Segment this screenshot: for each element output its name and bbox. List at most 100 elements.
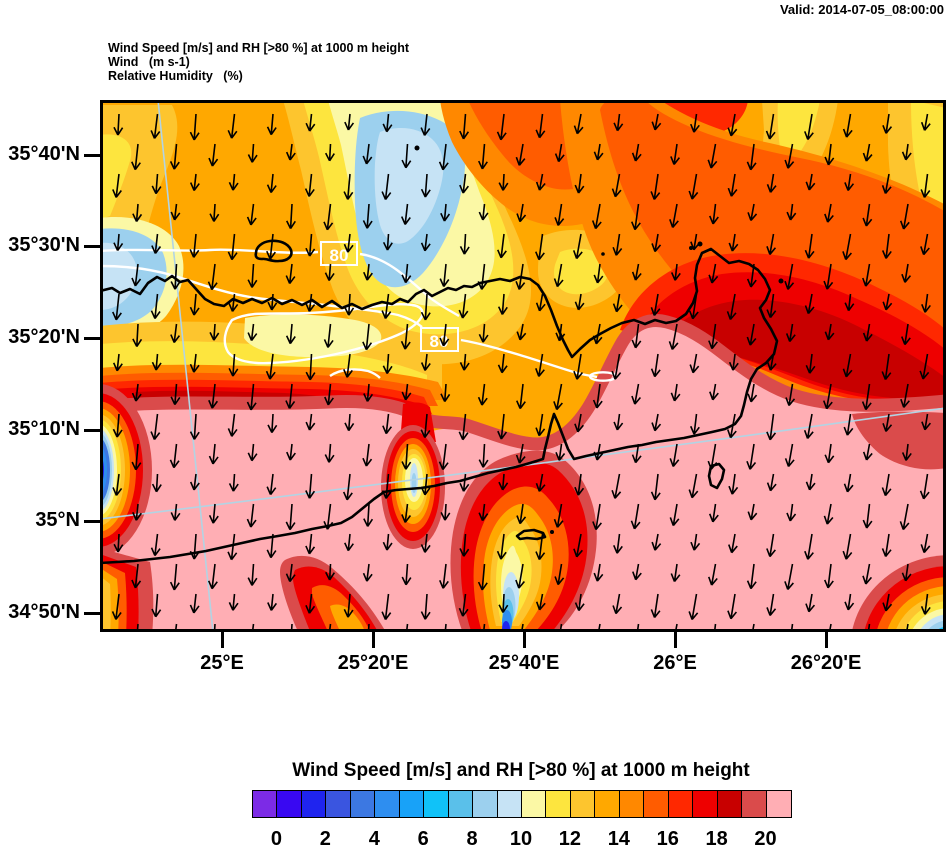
wind-arrow: [861, 383, 872, 411]
wind-arrow: [574, 473, 585, 496]
wind-arrow: [746, 563, 757, 590]
wind-arrow: [901, 143, 912, 161]
wind-arrow: [862, 503, 873, 529]
wind-arrow: [631, 383, 642, 405]
colorbar-cell: [618, 790, 645, 818]
wind-arrow: [363, 383, 374, 402]
wind-arrow: [169, 563, 180, 591]
colorbar-cell: [252, 790, 279, 818]
wind-arrow: [285, 563, 296, 583]
y-axis-tick-label: 35°N: [35, 509, 80, 531]
wind-arrow: [247, 623, 258, 632]
wind-arrow: [554, 563, 565, 586]
wind-arrow: [842, 233, 853, 261]
wind-arrow: [113, 113, 124, 136]
wind-arrow: [344, 533, 354, 552]
colorbar-cell: [692, 790, 719, 818]
wind-arrow: [459, 173, 470, 194]
colorbar-tick-label: 12: [558, 828, 582, 850]
wind-arrow: [323, 623, 334, 632]
wind-arrow: [766, 413, 777, 441]
wind-arrow: [497, 353, 508, 374]
map-title-line1: Wind Speed [m/s] and RH [>80 %] at 1000 …: [108, 41, 409, 55]
wind-arrow: [843, 413, 854, 436]
map-title-line3: Relative Humidity (%): [108, 69, 243, 83]
wind-arrow: [189, 293, 200, 316]
wind-arrow: [707, 143, 718, 169]
map-title-line2: Wind (m s-1): [108, 55, 190, 69]
wind-arrow: [266, 233, 276, 260]
wind-arrow: [516, 383, 526, 410]
wind-arrow: [208, 503, 219, 524]
wind-arrow: [170, 263, 181, 290]
y-axis-tick-mark: [84, 519, 100, 523]
wind-arrow: [630, 203, 641, 231]
wind-arrow: [438, 143, 449, 171]
wind-arrow: [611, 473, 622, 499]
wind-arrow: [344, 293, 355, 316]
wind-arrow: [246, 503, 257, 528]
wind-arrow: [593, 563, 604, 582]
wind-arrow: [651, 413, 662, 432]
wind-arrow: [823, 263, 834, 290]
wind-arrow: [747, 383, 758, 403]
wind-arrow: [247, 323, 258, 341]
wind-arrow: [400, 623, 411, 632]
wind-arrow: [824, 443, 835, 464]
wind-arrow: [440, 383, 451, 402]
colorbar-tick-label: 18: [705, 828, 728, 850]
wind-arrow: [305, 533, 316, 555]
wind-arrow: [881, 533, 892, 557]
wind-arrow: [708, 503, 719, 523]
wind-arrow: [535, 293, 546, 312]
wind-arrow: [784, 563, 794, 591]
wind-arrow: [632, 563, 642, 581]
wind-arrow: [343, 233, 354, 253]
colorbar-cell: [545, 790, 572, 818]
wind-arrow: [247, 443, 258, 462]
wind-arrow: [727, 113, 738, 137]
wind-arrow: [208, 443, 219, 465]
wind-arrow: [899, 503, 910, 531]
wind-arrow: [574, 173, 585, 194]
colorbar-cell: [521, 790, 548, 818]
wind-arrow: [132, 203, 143, 222]
wind-arrow: [650, 473, 661, 501]
wind-arrow: [593, 443, 604, 461]
rh-contour-label-boxes: 80 80: [320, 241, 459, 352]
y-axis-tick-label: 35°40'N: [8, 143, 80, 165]
wind-arrow: [786, 623, 797, 632]
wind-arrow: [862, 203, 873, 227]
wind-arrow: [822, 383, 833, 410]
wind-arrow: [343, 593, 354, 618]
wind-arrow: [342, 473, 353, 501]
wind-arrow: [554, 203, 565, 226]
wind-arrow: [554, 143, 565, 163]
colorbar-cell: [741, 790, 768, 818]
wind-arrow: [882, 413, 893, 432]
wind-arrow: [246, 203, 257, 226]
wind-arrow: [132, 323, 143, 347]
wind-arrow: [842, 113, 853, 138]
wind-arrow: [611, 353, 622, 380]
wind-arrow: [690, 113, 700, 133]
wind-arrow: [208, 383, 219, 409]
colorbar-cell: [569, 790, 596, 818]
wind-arrow: [381, 473, 392, 499]
wind-arrow: [881, 353, 892, 381]
wind-arrow: [613, 413, 624, 431]
wind-arrow: [228, 173, 239, 191]
x-axis-tick-label: 25°20'E: [337, 652, 409, 674]
wind-arrow: [305, 473, 316, 499]
colorbar-cell: [643, 790, 670, 818]
wind-arrow: [247, 143, 258, 163]
wind-arrow: [323, 323, 334, 348]
wind-arrow: [324, 383, 334, 406]
wind-arrow: [900, 383, 910, 408]
wind-arrow: [478, 323, 489, 343]
colorbar-cell: [349, 790, 376, 818]
wind-arrow: [593, 263, 604, 284]
wind-arrow: [669, 503, 680, 527]
wind-arrow: [555, 323, 566, 342]
wind-arrow: [343, 173, 354, 200]
